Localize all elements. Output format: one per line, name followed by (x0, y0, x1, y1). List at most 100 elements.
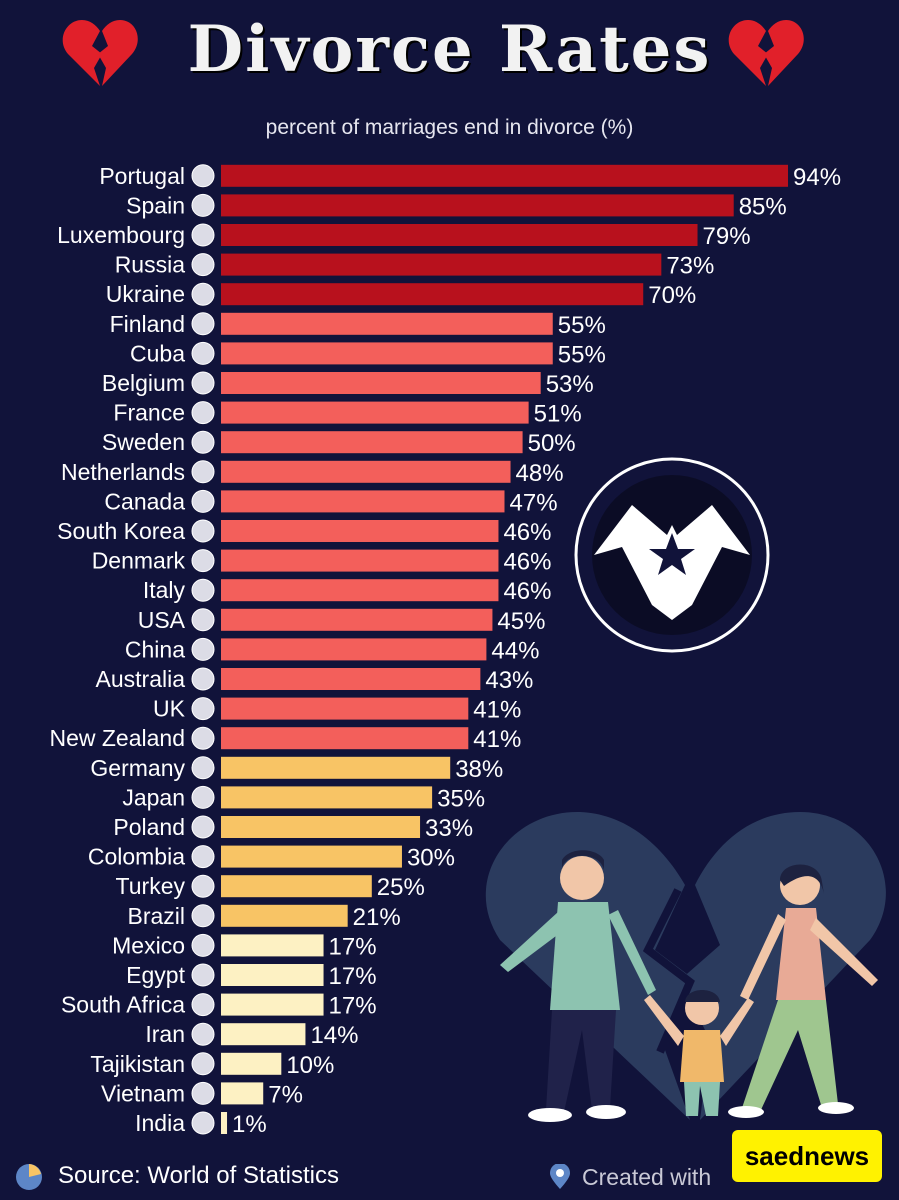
flag-icon (191, 933, 215, 957)
value-label: 35% (437, 785, 485, 812)
category-label: Tajikistan (90, 1051, 185, 1077)
flag-icon (191, 371, 215, 395)
value-label: 55% (558, 341, 606, 368)
category-label: Iran (145, 1021, 185, 1047)
bar-italy (221, 579, 499, 602)
value-label: 51% (534, 401, 582, 428)
value-label: 41% (473, 726, 521, 753)
category-label: Netherlands (61, 459, 185, 485)
value-label: 50% (528, 430, 576, 457)
flag-icon (191, 667, 215, 691)
bar-new-zealand (221, 727, 469, 750)
flag-icon (191, 874, 215, 898)
value-label: 70% (648, 282, 696, 309)
value-label: 30% (407, 845, 455, 872)
flag-icon (191, 993, 215, 1017)
category-label: Poland (113, 814, 185, 840)
flag-icon (191, 756, 215, 780)
value-label: 94% (793, 164, 841, 191)
category-label: South Africa (61, 992, 185, 1018)
value-label: 17% (329, 933, 377, 960)
bar-spain (221, 194, 734, 217)
category-label: Sweden (102, 429, 185, 455)
category-label: Australia (96, 666, 186, 692)
category-label: Luxembourg (57, 222, 185, 248)
category-label: Mexico (112, 932, 185, 958)
source-label: Source: World of Statistics (58, 1162, 339, 1189)
flag-icon (191, 845, 215, 869)
bar-belgium (221, 372, 541, 394)
value-label: 1% (232, 1111, 267, 1138)
value-label: 44% (491, 637, 539, 664)
flag-icon (191, 460, 215, 484)
bar-portugal (221, 164, 788, 187)
category-label: Japan (122, 784, 185, 810)
flag-icon (191, 253, 215, 277)
value-label: 10% (286, 1052, 334, 1079)
bar-ukraine (221, 283, 644, 306)
category-label: France (113, 400, 185, 426)
flag-icon (191, 637, 215, 661)
flag-icon (191, 193, 215, 217)
flag-icon (191, 519, 215, 543)
category-label: Russia (115, 252, 186, 278)
bar-germany (221, 756, 451, 779)
value-label: 47% (510, 489, 558, 516)
flag-icon (191, 1111, 215, 1135)
flag-icon (191, 1052, 215, 1076)
value-label: 46% (503, 519, 551, 546)
category-label: Colombia (88, 844, 185, 870)
flag-icon (191, 549, 215, 573)
value-label: 53% (546, 371, 594, 398)
bar-colombia (221, 845, 402, 868)
eagle-star-logo-icon (574, 457, 770, 653)
category-label: Denmark (92, 548, 186, 574)
flag-icon (191, 223, 215, 247)
value-label: 73% (666, 253, 714, 280)
location-pin-icon (550, 1164, 570, 1189)
category-label: China (125, 636, 185, 662)
value-label: 48% (516, 460, 564, 487)
category-label: India (135, 1110, 185, 1136)
bar-turkey (221, 875, 372, 898)
bar-denmark (221, 549, 499, 572)
flag-icon (191, 963, 215, 987)
value-label: 55% (558, 312, 606, 339)
category-label: USA (138, 607, 186, 633)
value-label: 33% (425, 815, 473, 842)
family-separation-illustration (485, 811, 886, 1122)
chart-subtitle: percent of marriages end in divorce (%) (265, 116, 634, 139)
category-label: Vietnam (101, 1080, 185, 1106)
bar-poland (221, 816, 421, 838)
category-label: Italy (143, 577, 186, 603)
bar-south-korea (221, 520, 499, 542)
flag-icon (191, 608, 215, 632)
category-label: Germany (90, 755, 185, 781)
flag-icon (191, 726, 215, 750)
category-label: Cuba (130, 340, 185, 366)
value-label: 85% (739, 193, 787, 220)
value-label: 38% (455, 756, 503, 783)
value-label: 17% (329, 963, 377, 990)
flag-icon (191, 282, 215, 306)
pie-chart-icon (16, 1164, 42, 1190)
footer: Source: World of Statistics Created with (0, 1148, 899, 1200)
flag-icon (191, 785, 215, 809)
value-label: 25% (377, 874, 425, 901)
value-label: 41% (473, 697, 521, 724)
bar-sweden (221, 431, 523, 454)
page-title: Divorce Rates (187, 12, 712, 87)
value-label: 46% (503, 549, 551, 576)
category-label: Egypt (126, 962, 185, 988)
category-label: Portugal (99, 163, 185, 189)
category-label: Brazil (127, 903, 185, 929)
bar-canada (221, 490, 505, 513)
bar-china (221, 638, 487, 661)
bar-australia (221, 668, 481, 690)
bar-uk (221, 697, 469, 720)
bar-egypt (221, 964, 324, 986)
bar-mexico (221, 934, 324, 957)
flag-icon (191, 1081, 215, 1105)
category-label: Canada (104, 488, 185, 514)
